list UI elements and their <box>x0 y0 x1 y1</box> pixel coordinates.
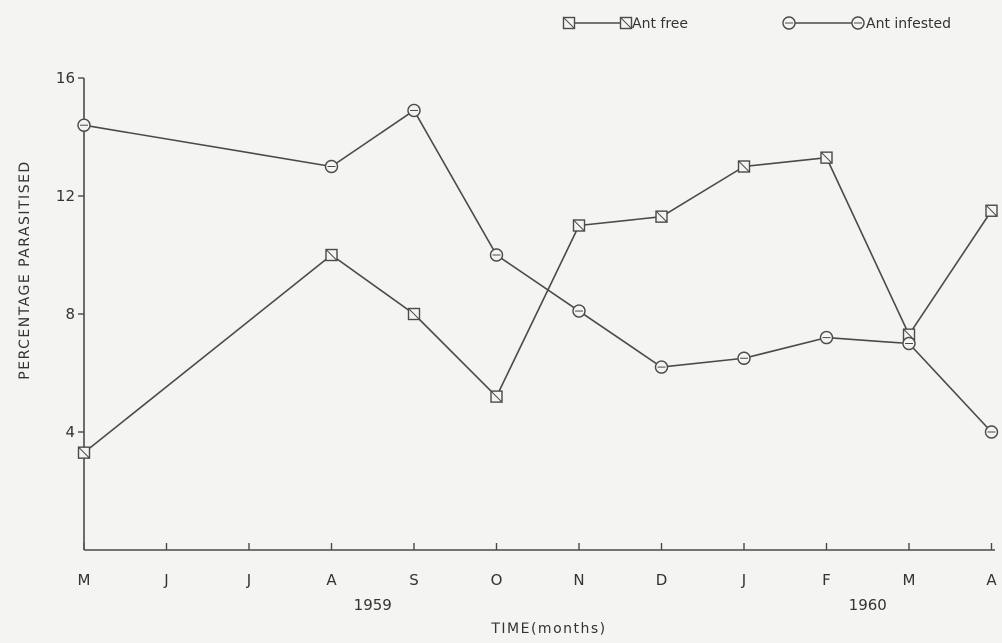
year-label: 1960 <box>849 596 887 614</box>
legend-marker <box>562 16 576 30</box>
square-marker-cross <box>655 210 668 223</box>
chart-axes: 4 8 12 16 M J J A S O N D J F M A 1959 1960 <box>56 69 997 614</box>
square-marker-cross <box>563 17 575 29</box>
series-ant-free <box>77 151 998 459</box>
legend-item: Ant free <box>562 16 688 32</box>
x-tick-label: J <box>246 571 251 589</box>
data-point <box>820 151 833 164</box>
data-point <box>902 336 916 351</box>
x-tick-label: S <box>409 571 419 589</box>
data-point <box>407 103 421 118</box>
square-marker-cross <box>325 249 338 261</box>
data-point <box>77 446 91 459</box>
y-axis-title: PERCENTAGE PARASITISED <box>17 160 33 379</box>
chart-legend: Ant free Ant infested <box>562 16 951 32</box>
square-marker-cross <box>985 204 998 217</box>
data-point <box>819 330 834 345</box>
y-tick-label: 16 <box>56 69 75 87</box>
x-tick-label: M <box>78 571 91 589</box>
y-tick-label: 4 <box>65 423 75 441</box>
square-marker-cross <box>490 390 503 403</box>
data-point <box>324 159 339 174</box>
data-point <box>572 219 586 232</box>
data-point <box>407 307 421 321</box>
data-point <box>737 160 751 173</box>
data-point <box>572 304 586 318</box>
data-point <box>490 390 503 403</box>
data-point <box>325 248 338 262</box>
legend-label: Ant infested <box>866 16 951 32</box>
data-point <box>737 351 751 365</box>
x-axis-title: TIME(months) <box>490 621 606 637</box>
legend-label: Ant free <box>632 16 688 32</box>
x-tick-label: A <box>986 571 997 589</box>
data-point <box>985 204 998 217</box>
x-tick-label: J <box>163 571 168 589</box>
x-tick-label: D <box>656 571 668 589</box>
data-point <box>654 360 669 374</box>
data-point <box>489 248 504 262</box>
x-tick-label: O <box>491 571 503 589</box>
square-marker-cross <box>78 446 90 459</box>
series-line <box>83 109 993 433</box>
x-tick-label: A <box>326 571 337 589</box>
series-ant-infested <box>77 103 999 439</box>
square-marker-cross <box>620 17 632 29</box>
square-marker-cross <box>573 219 585 232</box>
x-tick-label: J <box>741 571 746 589</box>
legend-marker <box>851 16 865 30</box>
data-point <box>77 118 91 132</box>
series-line <box>83 156 993 454</box>
x-tick-label: M <box>903 571 916 589</box>
year-label: 1959 <box>354 596 392 614</box>
legend-item: Ant infested <box>782 16 951 32</box>
y-tick-label: 8 <box>65 305 75 323</box>
square-marker-cross <box>820 151 833 164</box>
x-tick-label: F <box>822 571 831 589</box>
y-tick-label: 12 <box>56 187 75 205</box>
chart-series <box>77 103 999 459</box>
data-point <box>655 210 668 223</box>
data-point <box>984 425 999 439</box>
square-marker-cross <box>408 308 420 320</box>
x-tick-label: N <box>573 571 584 589</box>
legend-marker <box>782 16 796 30</box>
legend-marker <box>619 16 633 30</box>
square-marker-cross <box>738 160 750 173</box>
